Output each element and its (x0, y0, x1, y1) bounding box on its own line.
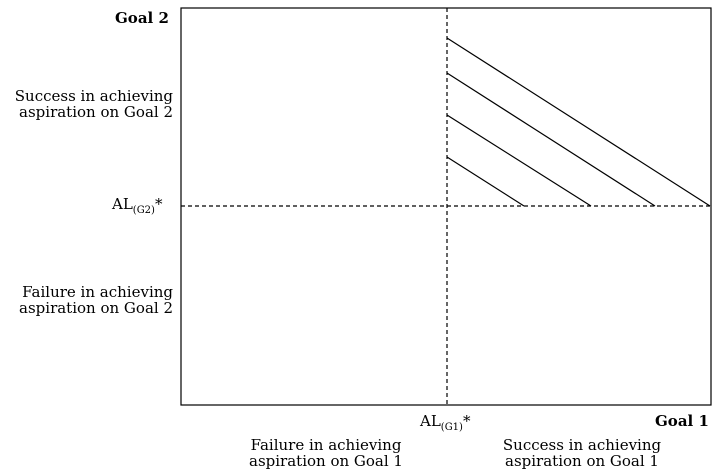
y-success-line-1: Success in achieving (14, 87, 173, 105)
hatch-lines (446, 37, 711, 207)
y-threshold-star: * (154, 195, 163, 213)
hatch-line-4 (446, 156, 525, 207)
y-failure-line-1: Failure in achieving (22, 283, 173, 301)
x-axis-title: Goal 1 (655, 412, 709, 430)
y-failure-line-2: aspiration on Goal 2 (19, 299, 173, 317)
y-failure-label: Failure in achieving aspiration on Goal … (0, 284, 173, 316)
x-success-label: Success in achieving aspiration on Goal … (492, 437, 672, 469)
hatch-line-1 (446, 37, 711, 207)
x-failure-label: Failure in achieving aspiration on Goal … (236, 437, 416, 469)
x-threshold-star: * (462, 412, 471, 430)
y-axis-title: Goal 2 (115, 9, 169, 27)
y-threshold-main: AL (112, 195, 133, 213)
x-success-line-1: Success in achieving (502, 436, 662, 454)
x-failure-line-1: Failure in achieving (250, 436, 402, 454)
x-failure-line-2: aspiration on Goal 1 (249, 452, 403, 470)
x-threshold-main: AL (420, 412, 441, 430)
hatch-line-2 (446, 72, 656, 207)
y-threshold-sub: (G2) (132, 205, 155, 216)
y-success-label: Success in achieving aspiration on Goal … (0, 88, 173, 120)
x-success-line-2: aspiration on Goal 1 (505, 452, 659, 470)
y-threshold-label: AL(G2)* (112, 196, 162, 219)
y-success-line-2: aspiration on Goal 2 (19, 103, 173, 121)
x-threshold-label: AL(G1)* (420, 413, 470, 436)
hatch-line-3 (446, 114, 592, 207)
x-threshold-sub: (G1) (440, 422, 463, 433)
